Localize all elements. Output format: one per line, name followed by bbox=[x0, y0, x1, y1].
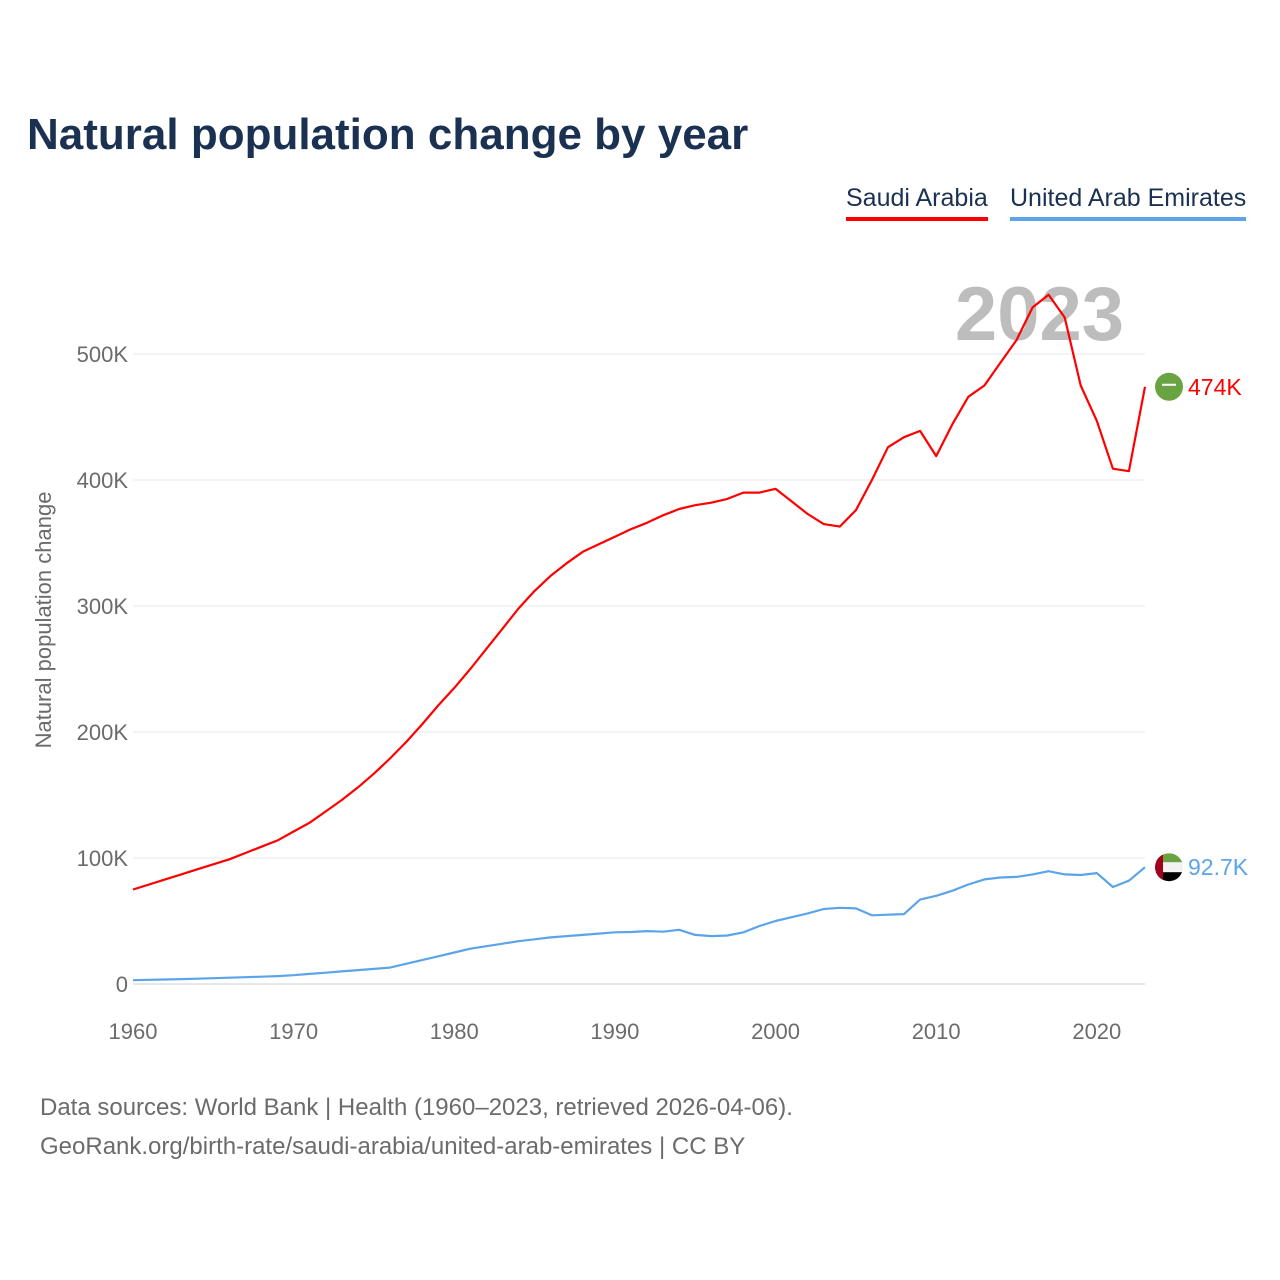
legend-saudi-arabia[interactable]: Saudi Arabia bbox=[846, 184, 988, 221]
y-tick-label: 100K bbox=[77, 846, 129, 871]
source-note: Data sources: World Bank | Health (1960–… bbox=[40, 1088, 793, 1166]
saudi-flag-icon bbox=[1155, 372, 1183, 401]
y-tick-label: 400K bbox=[77, 468, 129, 493]
end-value-label: 92.7K bbox=[1188, 854, 1249, 880]
chart-title: Natural population change by year bbox=[27, 110, 749, 159]
y-tick-label: 200K bbox=[77, 720, 129, 745]
y-tick-label: 500K bbox=[77, 342, 129, 367]
x-tick-label: 2000 bbox=[751, 1019, 800, 1044]
source-line-1: Data sources: World Bank | Health (1960–… bbox=[40, 1094, 793, 1121]
legend-uae[interactable]: United Arab Emirates bbox=[1010, 184, 1247, 221]
saudi-flag-emblem-icon bbox=[1162, 383, 1176, 386]
x-tick-label: 1990 bbox=[590, 1019, 639, 1044]
y-tick-label: 300K bbox=[77, 594, 129, 619]
end-value-label: 474K bbox=[1188, 374, 1242, 400]
current-year-label: 2023 bbox=[955, 272, 1124, 357]
y-axis-label: Natural population change bbox=[31, 492, 56, 749]
x-tick-label: 1980 bbox=[430, 1019, 479, 1044]
x-tick-label: 1960 bbox=[109, 1019, 158, 1044]
source-line-2[interactable]: GeoRank.org/birth-rate/saudi-arabia/unit… bbox=[40, 1133, 746, 1160]
x-tick-label: 1970 bbox=[269, 1019, 318, 1044]
uae-flag-icon bbox=[1155, 853, 1183, 882]
y-tick-label: 0 bbox=[116, 972, 128, 997]
series-line-uae bbox=[132, 866, 1146, 982]
x-tick-label: 2010 bbox=[912, 1019, 961, 1044]
series-line-saudi-arabia bbox=[132, 293, 1147, 891]
x-tick-label: 2020 bbox=[1072, 1019, 1121, 1044]
